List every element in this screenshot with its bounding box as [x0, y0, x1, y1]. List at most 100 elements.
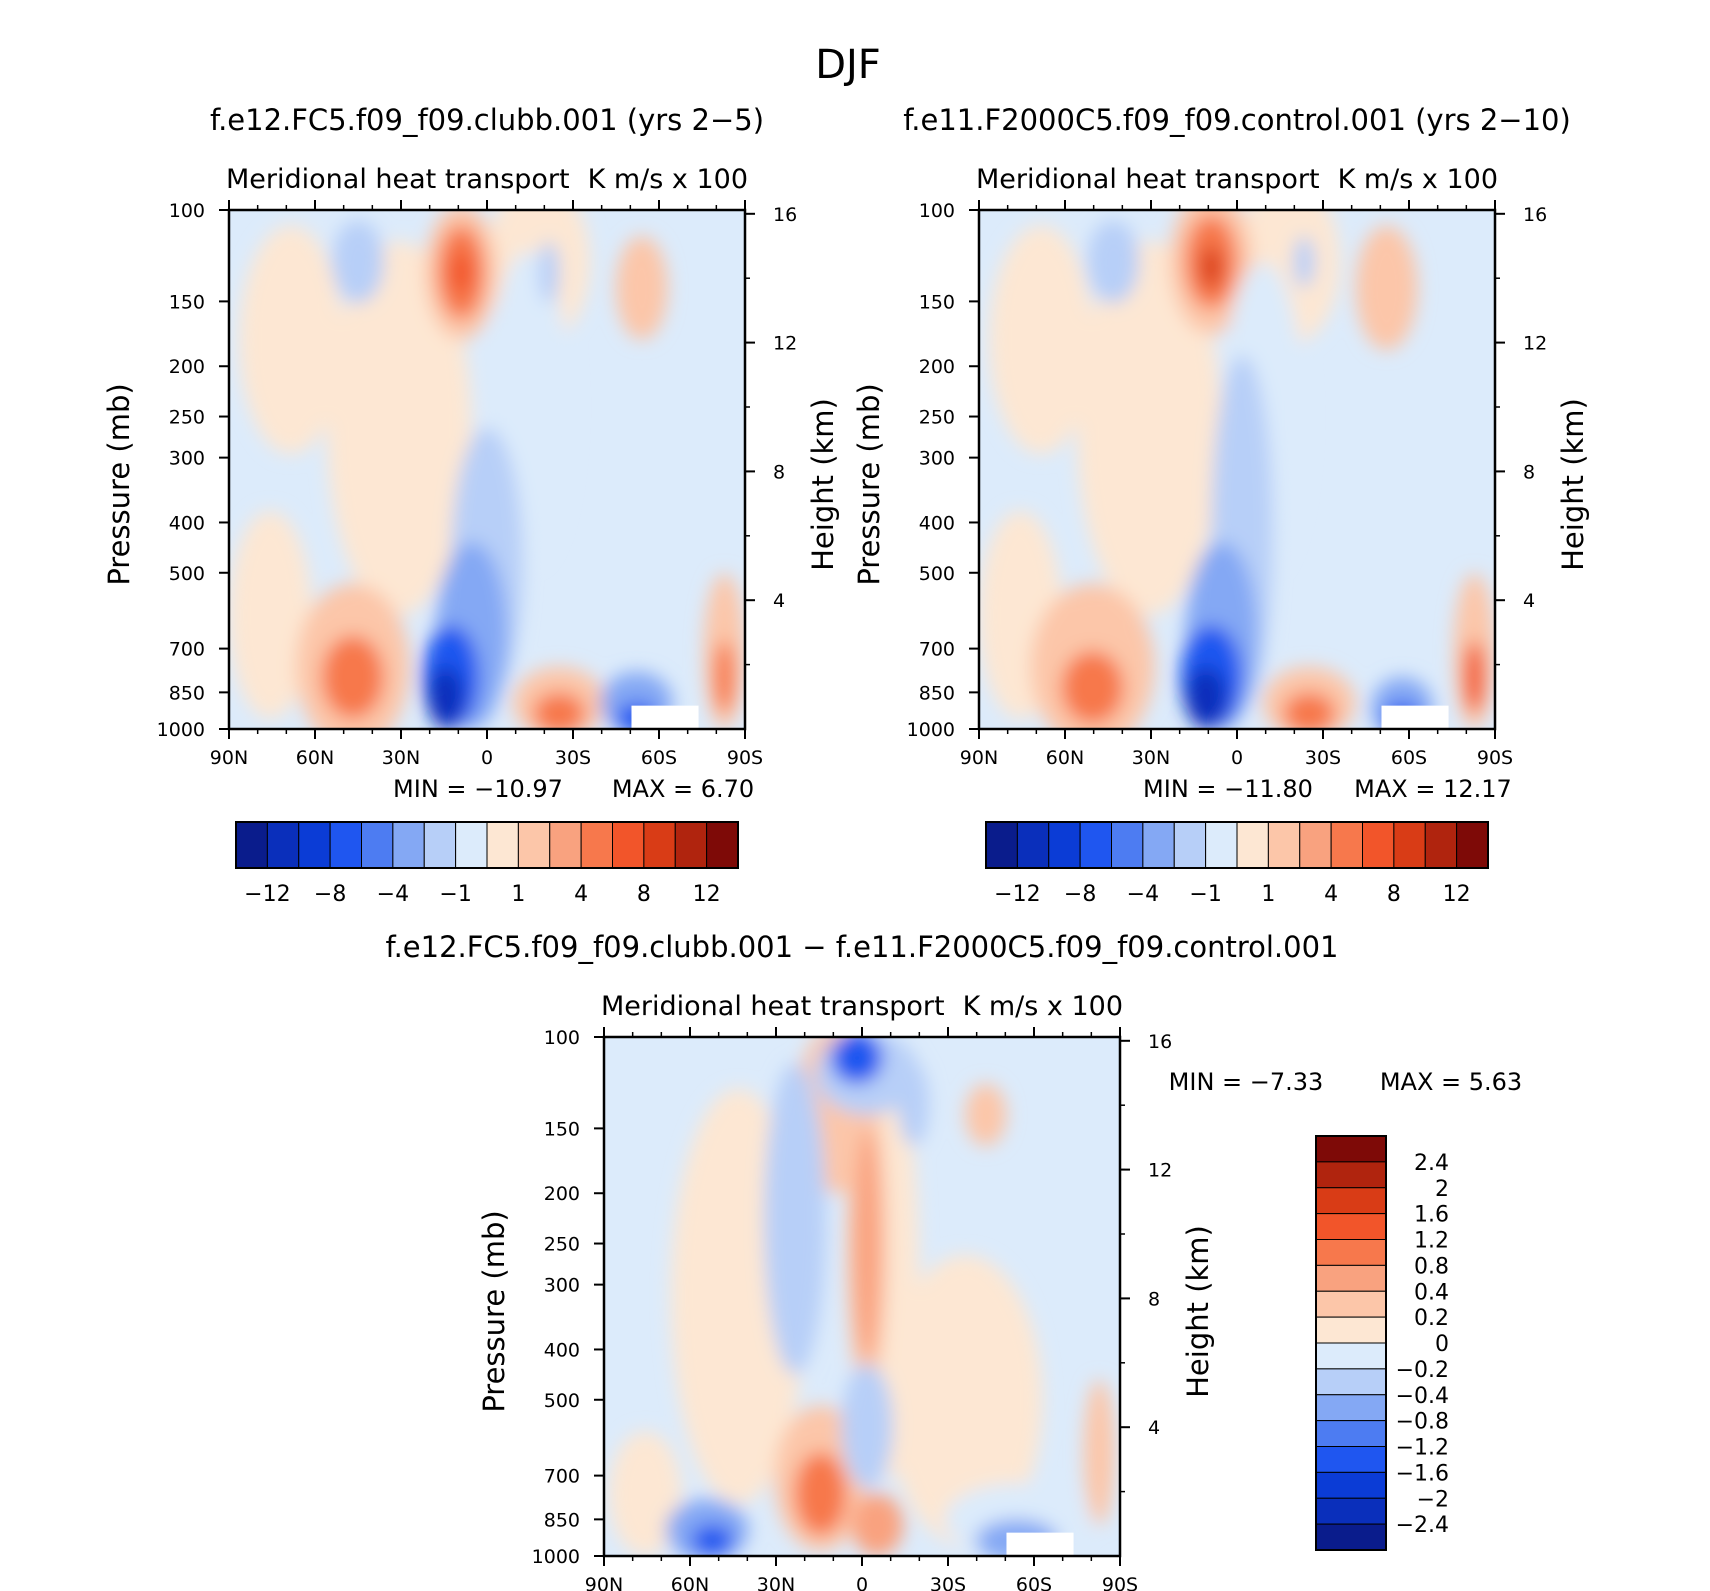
colorbar-swatch — [1315, 1394, 1387, 1422]
colorbar-swatch — [361, 821, 394, 869]
y-tick-label: 850 — [169, 682, 205, 704]
panel-subtitle-right: K m/s x 100 — [1338, 164, 1498, 195]
x-tick-label: 90N — [585, 1574, 623, 1591]
shaded-field — [604, 1037, 1120, 1556]
y-tick-label: 250 — [919, 407, 955, 429]
y-tick-label: 1000 — [907, 719, 955, 741]
colorbar-label: −12 — [244, 882, 290, 907]
colorbar-swatch — [1330, 821, 1363, 869]
y-tick-label: 700 — [919, 639, 955, 661]
colorbar-swatch — [1456, 821, 1489, 869]
y-tick-label: 500 — [169, 563, 205, 585]
min-value-label: MIN = −11.80 — [1143, 775, 1313, 803]
x-tick-label: 30S — [1305, 747, 1341, 769]
x-tick-label: 0 — [1231, 747, 1243, 769]
y-right-tick-label: 8 — [1148, 1288, 1160, 1310]
colorbar: 2.421.61.20.80.40.20−0.2−0.4−0.8−1.2−1.6… — [1315, 1135, 1449, 1551]
colorbar-label: 0 — [1435, 1332, 1449, 1357]
contour-region — [841, 1363, 893, 1489]
contour-region — [332, 220, 384, 304]
y-tick-label: 200 — [169, 356, 205, 378]
y-tick-label: 100 — [919, 200, 955, 222]
y-tick-label: 400 — [919, 512, 955, 534]
colorbar-swatch — [1315, 1239, 1387, 1266]
x-tick-label: 60S — [641, 747, 677, 769]
contour-region — [321, 635, 384, 719]
y-tick-label: 1000 — [157, 719, 205, 741]
colorbar-label: 8 — [1387, 882, 1401, 907]
y-right-tick-label: 12 — [773, 333, 797, 355]
colorbar-swatch — [1315, 1420, 1387, 1447]
y-right-tick-label: 8 — [773, 461, 785, 483]
contour-region — [1087, 220, 1139, 304]
y-tick-label: 300 — [169, 448, 205, 470]
colorbar-label: 2.4 — [1414, 1151, 1449, 1176]
colorbar-swatch — [1173, 821, 1207, 869]
missing-data-region — [1006, 1532, 1074, 1556]
contour-region — [538, 241, 560, 304]
y-tick-label: 1000 — [532, 1546, 580, 1568]
colorbar-swatch — [298, 821, 331, 869]
colorbar-label: 0.8 — [1414, 1254, 1449, 1279]
y-tick-label: 250 — [169, 407, 205, 429]
contour-region — [1077, 241, 1222, 615]
max-value-label: MAX = 5.63 — [1380, 1068, 1522, 1096]
y-tick-label: 200 — [544, 1183, 580, 1205]
colorbar-swatch — [1016, 821, 1050, 869]
colorbar-label: 1.2 — [1414, 1229, 1449, 1254]
y-tick-label: 850 — [919, 682, 955, 704]
contour-region — [714, 640, 735, 714]
colorbar-label: −8 — [1064, 882, 1096, 907]
max-value-label: MAX = 6.70 — [612, 775, 754, 803]
contour-region — [239, 225, 343, 454]
colorbar-label: 0.4 — [1414, 1280, 1449, 1305]
y-tick-label: 500 — [544, 1390, 580, 1412]
colorbar-label: −1.6 — [1396, 1461, 1449, 1486]
colorbar-swatch — [329, 821, 362, 869]
colorbar-label: 2 — [1435, 1177, 1449, 1202]
colorbar-swatch — [1315, 1342, 1387, 1370]
colorbar-label: −0.2 — [1396, 1358, 1449, 1383]
y-right-tick-label: 12 — [1148, 1160, 1172, 1182]
y-right-tick-label: 16 — [1148, 1031, 1172, 1053]
colorbar-swatch — [1315, 1290, 1387, 1318]
colorbar-swatch — [1315, 1497, 1387, 1525]
colorbar-label: −0.4 — [1396, 1384, 1449, 1409]
colorbar-label: 1 — [511, 882, 525, 907]
contour-region — [898, 1062, 930, 1146]
contour-region — [1185, 666, 1227, 729]
y-tick-label: 850 — [544, 1509, 580, 1531]
contour-region — [691, 1524, 733, 1556]
colorbar-label: 1.6 — [1414, 1203, 1449, 1228]
contour-region — [965, 1083, 1007, 1146]
min-value-label: MIN = −10.97 — [393, 775, 563, 803]
y-right-tick-label: 8 — [1523, 461, 1535, 483]
y-tick-label: 500 — [919, 563, 955, 585]
x-tick-label: 30N — [1132, 747, 1170, 769]
colorbar-swatch — [1315, 1135, 1387, 1163]
y-tick-label: 300 — [919, 448, 955, 470]
colorbar-swatch — [1315, 1213, 1387, 1240]
panel-subtitle-right: K m/s x 100 — [963, 991, 1123, 1022]
colorbar-swatch — [1079, 821, 1112, 869]
colorbar-frame — [985, 821, 1489, 869]
colorbar-swatch — [1315, 1523, 1387, 1551]
x-tick-label: 0 — [856, 1574, 868, 1591]
colorbar-swatch — [486, 821, 519, 869]
x-tick-label: 0 — [481, 747, 493, 769]
colorbar-swatch — [1111, 821, 1144, 869]
contour-region — [1083, 1379, 1115, 1525]
colorbar-swatch — [1267, 821, 1301, 869]
colorbar-swatch — [1362, 821, 1395, 869]
panel-title: f.e12.FC5.f09_f09.clubb.001 − f.e11.F200… — [385, 930, 1338, 964]
colorbar-swatch — [1315, 1264, 1387, 1292]
shaded-field — [229, 210, 745, 729]
colorbar-swatch — [1048, 821, 1081, 869]
colorbar-swatch — [392, 821, 425, 869]
colorbar-swatch — [1315, 1187, 1387, 1215]
x-tick-label: 90N — [210, 747, 248, 769]
panel-subtitle-left: Meridional heat transport — [226, 164, 570, 195]
y-axis-label-right: Height (km) — [806, 398, 840, 571]
y-right-tick-label: 16 — [773, 204, 797, 226]
